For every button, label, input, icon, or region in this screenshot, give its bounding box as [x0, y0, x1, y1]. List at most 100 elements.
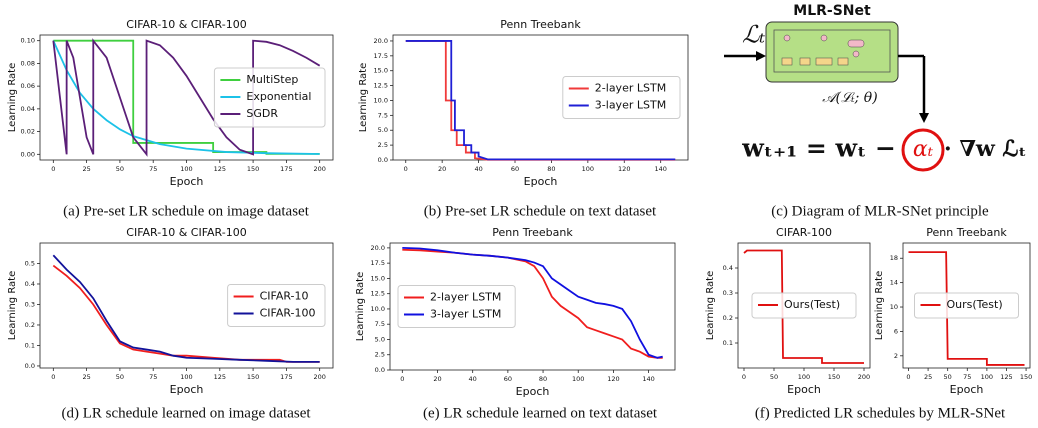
legend-label: 2-layer LSTM: [430, 291, 501, 304]
x-tick-label: 200: [313, 373, 325, 381]
y-tick-label: 0.4: [723, 264, 733, 272]
legend: 2-layer LSTM 3-layer LSTM: [562, 76, 681, 119]
y-tick-label: 10.0: [374, 96, 388, 104]
y-tick-label: 20.0: [371, 244, 385, 252]
x-tick-label: 50: [116, 165, 124, 173]
diagram-input: ℒₜ: [742, 21, 765, 49]
series-line: [908, 251, 1025, 366]
y-tick-label: 15.0: [371, 274, 385, 282]
x-tick-label: 75: [149, 165, 157, 173]
op: [820, 34, 828, 42]
series-line: [405, 40, 676, 161]
x-tick-label: 100: [572, 375, 584, 383]
x-tick-label: 60: [511, 165, 519, 173]
y-tick-label: 0.1: [25, 341, 35, 349]
x-tick-label: 20: [433, 375, 441, 383]
op: [783, 34, 791, 42]
x-tick-label: 200: [313, 165, 325, 173]
y-tick-label: 12.5: [371, 290, 385, 298]
legend: 2-layer LSTM 3-layer LSTM: [397, 285, 516, 328]
x-tick-label: 150: [828, 373, 840, 381]
legend-label: 2-layer LSTM: [595, 82, 666, 95]
y-tick-label: 0.0: [378, 156, 388, 164]
series-line: [405, 40, 676, 161]
plot-frame: [389, 242, 676, 371]
legend-label: Ours(Test): [784, 298, 840, 311]
network-box: [765, 21, 899, 83]
y-tick-label: 15.0: [374, 67, 388, 75]
x-tick-label: 50: [944, 373, 952, 381]
x-tick-label: 120: [618, 165, 630, 173]
x-tick-label: 140: [654, 165, 666, 173]
y-tick-label: 5.0: [375, 335, 385, 343]
x-tick-label: 60: [504, 375, 512, 383]
x-axis-label: Epoch: [170, 383, 204, 396]
legend-box: [562, 76, 681, 119]
x-tick-label: 120: [607, 375, 619, 383]
legend-label: SGDR: [246, 107, 278, 120]
diagram-function: 𝒜(ℒₜ; θ): [822, 90, 877, 106]
gate: [815, 57, 833, 66]
y-tick-label: 0.0: [25, 362, 35, 370]
series-line: [52, 254, 320, 363]
legend-box: [227, 284, 326, 327]
x-tick-label: 150: [1020, 373, 1032, 381]
legend: CIFAR-10 CIFAR-100: [227, 284, 326, 327]
chart: Penn Treebank Epoch Learning Rate 0 20 40 60 80…: [358, 18, 689, 188]
y-tick-label: 0.10: [21, 37, 35, 45]
y-axis-label: Learning Rate: [358, 63, 369, 133]
gate: [847, 39, 865, 48]
legend-label: Exponential: [246, 90, 311, 103]
caption: (b) Pre-set LR schedule on text dataset: [424, 203, 657, 219]
legend: Ours(Test): [914, 292, 1019, 319]
x-tick-label: 0: [51, 165, 55, 173]
chart: Penn Treebank Epoch Learning Rate 0 20 40 60 80…: [355, 226, 676, 398]
x-tick-label: 40: [469, 375, 477, 383]
x-tick-label: 0: [742, 373, 746, 381]
y-axis-label: Learning Rate: [7, 271, 18, 341]
x-axis-label: Epoch: [170, 175, 204, 188]
y-tick-label: 2.5: [375, 351, 385, 359]
y-tick-label: 18: [890, 254, 898, 262]
caption: (f) Predicted LR schedules by MLR-SNet: [755, 405, 1006, 421]
legend-box: [751, 292, 857, 319]
y-tick-label: 0.06: [21, 82, 35, 90]
x-tick-label: 50: [116, 373, 124, 381]
x-axis-label: Epoch: [516, 385, 550, 398]
x-tick-label: 150: [247, 373, 259, 381]
y-tick-label: 0.0: [375, 366, 385, 374]
plot-frame: [902, 242, 1031, 369]
chart: CIFAR-100 Epoch Learning Rate 0 50 100 150 200 0…: [705, 226, 871, 396]
legend-label: CIFAR-100: [260, 307, 316, 320]
x-tick-label: 80: [547, 165, 555, 173]
chart-title: Penn Treebank: [500, 18, 581, 31]
x-tick-label: 100: [582, 165, 594, 173]
formula-alpha: αₜ: [913, 137, 934, 162]
x-tick-label: 20: [438, 165, 446, 173]
chart: CIFAR-10 & CIFAR-100 Epoch Learning Rate 0 2…: [7, 226, 334, 396]
y-tick-label: 0.02: [21, 128, 35, 136]
x-tick-label: 25: [82, 373, 90, 381]
y-tick-label: 2.5: [378, 141, 388, 149]
x-tick-label: 175: [280, 373, 292, 381]
gate: [799, 57, 811, 66]
x-tick-label: 40: [474, 165, 482, 173]
x-tick-label: 100: [798, 373, 810, 381]
legend-box: [397, 285, 516, 328]
chart: Penn Treebank Epoch Learning Rate 0 25 50 75 10…: [874, 226, 1032, 396]
y-tick-label: 0.08: [21, 59, 35, 67]
series-line: [743, 249, 864, 364]
legend-label: Ours(Test): [947, 298, 1003, 311]
legend: MultiStep Exponential SGDR: [213, 67, 326, 128]
x-axis-label: Epoch: [524, 175, 558, 188]
lstm-cell: [773, 29, 891, 73]
x-tick-label: 125: [1000, 373, 1012, 381]
y-tick-label: 0.1: [723, 339, 733, 347]
x-tick-label: 100: [180, 373, 192, 381]
x-tick-label: 25: [82, 165, 90, 173]
chart-title: Penn Treebank: [926, 226, 1007, 239]
y-tick-label: 0.5: [25, 259, 35, 267]
series-line: [52, 264, 320, 363]
y-tick-label: 2: [894, 352, 898, 360]
caption: (e) LR schedule learned on text dataset: [423, 405, 658, 421]
